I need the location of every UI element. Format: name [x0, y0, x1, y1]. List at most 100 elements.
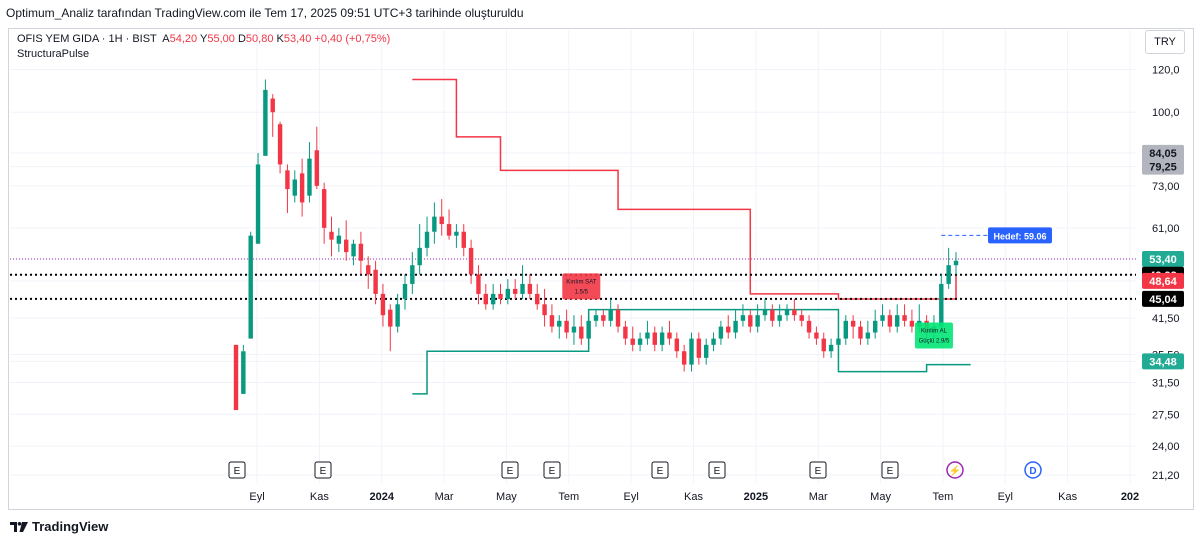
candle	[740, 304, 746, 327]
signal-label: Kırılım SAT 1.5/5	[562, 273, 601, 300]
candle	[953, 252, 959, 275]
candle-body	[432, 216, 437, 232]
candle	[681, 344, 687, 372]
candle-body	[762, 309, 768, 316]
candle-body	[520, 283, 525, 294]
close-value: 53,40	[283, 33, 312, 45]
candle	[498, 283, 503, 305]
candle	[586, 315, 591, 345]
candle	[902, 304, 907, 327]
price-badge-label: 84,05	[1149, 148, 1177, 160]
symbol-info: OFIS YEM GIDA · 1H · BIST A54,20 Y55,00 …	[17, 33, 390, 45]
candle	[895, 304, 900, 333]
tradingview-brand[interactable]: TradingView	[10, 519, 108, 534]
price-badge: 79,25	[1142, 158, 1184, 175]
candle-body	[740, 315, 746, 321]
candle-body	[814, 332, 819, 339]
candle	[520, 265, 525, 300]
close-label: K	[276, 33, 284, 45]
earnings-event-icon: E	[881, 461, 899, 479]
candle-body	[623, 326, 628, 339]
price-tick-label: 73,00	[1152, 181, 1180, 193]
candle-body	[292, 179, 297, 196]
candle	[535, 283, 540, 310]
candle-body	[608, 309, 613, 321]
candle	[711, 332, 716, 352]
earnings-event-letter: E	[234, 466, 241, 477]
brand-label: TradingView	[32, 519, 109, 534]
candle-body	[659, 332, 665, 345]
candle-body	[263, 89, 268, 156]
time-tick-label: 202	[1121, 491, 1139, 503]
candle	[439, 199, 444, 236]
candle	[748, 309, 753, 333]
candle-body	[615, 309, 621, 327]
candle-body	[424, 231, 430, 248]
symbol-name[interactable]: OFIS YEM GIDA · 1H · BIST	[17, 33, 157, 45]
candle	[571, 315, 577, 345]
candle	[351, 239, 356, 266]
earnings-event-letter: E	[507, 466, 514, 477]
candle-body	[601, 315, 606, 321]
price-badge-label: 53,40	[1149, 254, 1177, 266]
candle	[446, 209, 452, 240]
candle	[843, 315, 848, 345]
time-tick-label: Tem	[933, 491, 954, 503]
currency-button[interactable]: TRY	[1145, 30, 1185, 54]
candle-body	[366, 265, 371, 275]
candle-body	[535, 293, 540, 305]
candle-body	[645, 332, 650, 339]
low-value: 50,80	[245, 33, 274, 45]
event-letter: D	[1029, 466, 1036, 477]
candle-body	[270, 98, 275, 113]
candle	[476, 265, 481, 305]
candle	[718, 320, 724, 345]
candle	[505, 279, 511, 305]
candle	[468, 239, 474, 284]
candle-body	[953, 260, 959, 266]
candle-body	[454, 231, 459, 236]
candle-body	[858, 326, 863, 339]
open-label: A	[162, 33, 170, 45]
candle-body	[277, 124, 283, 165]
candle-body	[321, 189, 327, 228]
candle	[490, 283, 496, 310]
earnings-event-letter: E	[657, 466, 664, 477]
price-tick-label: 100,0	[1152, 107, 1180, 119]
candle	[777, 304, 782, 327]
candle	[615, 304, 621, 333]
earnings-event-letter: E	[320, 466, 327, 477]
candle-body	[483, 293, 488, 305]
candle	[814, 326, 819, 345]
candle	[402, 274, 408, 310]
chart-frame[interactable]	[8, 28, 1194, 510]
earnings-event-icon: E	[314, 461, 332, 479]
candle	[850, 315, 856, 339]
candle-body	[468, 247, 474, 275]
price-tick-label: 31,50	[1152, 377, 1180, 389]
candle-body	[828, 344, 834, 352]
candle	[770, 304, 775, 327]
price-badge-label: 45,04	[1149, 294, 1177, 306]
indicator-name[interactable]: StructuraPulse	[17, 48, 90, 60]
candle	[542, 288, 547, 327]
candle-body	[946, 265, 951, 284]
candle-body	[564, 320, 569, 333]
price-badge: 53,40	[1142, 250, 1184, 267]
candle	[255, 153, 261, 244]
candle-body	[667, 332, 672, 339]
candle-body	[704, 344, 709, 358]
candle-body	[299, 173, 305, 203]
candle	[652, 326, 657, 352]
candle-body	[344, 239, 349, 253]
price-badge-label: 34,48	[1149, 356, 1177, 368]
time-tick-label: May	[496, 491, 517, 503]
candle-body	[586, 320, 591, 339]
candle	[755, 304, 760, 333]
candle-body	[402, 283, 408, 300]
candle-body	[255, 164, 261, 244]
candle	[909, 309, 915, 333]
earnings-event-letter: E	[549, 466, 556, 477]
earnings-event-bg	[314, 461, 332, 479]
